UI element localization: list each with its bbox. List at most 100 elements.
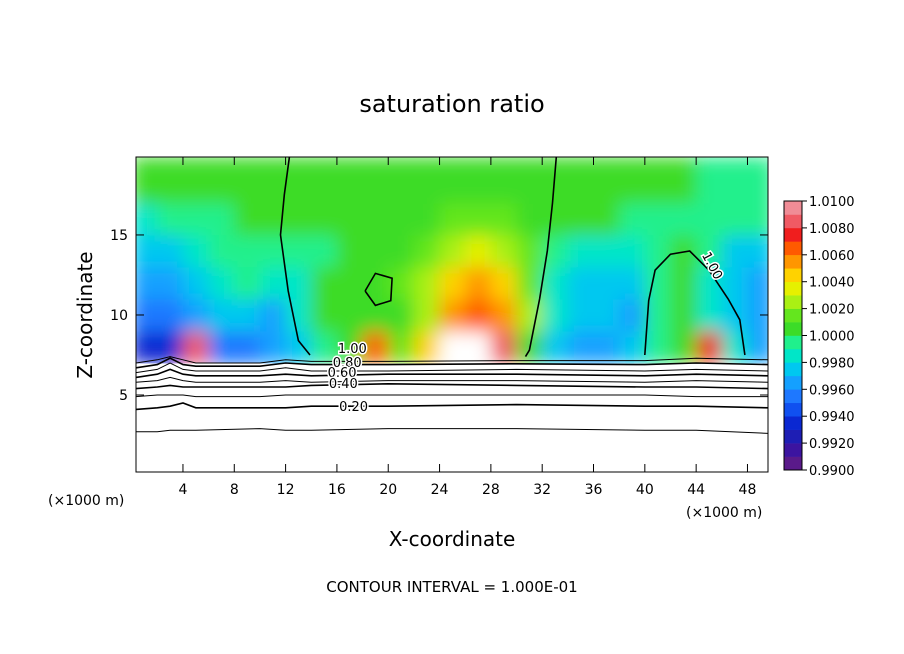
contour-line [136, 356, 768, 364]
colorbar-band [784, 456, 802, 471]
contour-line [644, 250, 746, 356]
field-cell [208, 298, 235, 332]
field-cell [208, 266, 235, 300]
field-cell [285, 234, 312, 268]
colorbar-band [784, 241, 802, 256]
field-cell [336, 266, 364, 300]
plot-frame [135, 156, 769, 473]
field-cell [157, 298, 184, 332]
field-cell [465, 298, 492, 332]
x-tick-label: 40 [636, 482, 654, 498]
field-cell [465, 234, 492, 268]
x-tick-label: 28 [482, 482, 500, 498]
field-cell [388, 202, 415, 236]
x-tick-label: 8 [230, 482, 239, 498]
field-cell [208, 234, 235, 268]
field-cell [362, 234, 389, 268]
field-cell [439, 157, 466, 204]
colorbar-band [784, 389, 802, 404]
colorbar-band [784, 429, 802, 444]
field-cell [516, 266, 543, 300]
x-tick-label: 4 [178, 482, 187, 498]
field-cell [644, 266, 671, 300]
colorbar-band [784, 214, 802, 229]
field-cell [259, 330, 287, 364]
field-cell [388, 298, 415, 332]
contour-line [136, 428, 768, 434]
field-cell [259, 266, 287, 300]
colorbar-band [784, 281, 802, 296]
field-cell [593, 266, 620, 300]
field-cell [670, 202, 697, 236]
field-cell [439, 266, 466, 300]
field-cell [136, 234, 158, 268]
x-tick-label: 16 [328, 482, 346, 498]
field-cell [182, 157, 210, 204]
field-cell [721, 157, 748, 204]
field-cell [336, 298, 364, 332]
colorbar-tick-label: 0.9900 [809, 464, 855, 479]
field-cell [593, 330, 620, 364]
field-cell [234, 298, 261, 332]
field-cell [516, 202, 543, 236]
field-cell [388, 234, 415, 268]
field-cell [336, 157, 364, 204]
footer-note: CONTOUR INTERVAL = 1.000E-01 [326, 578, 577, 596]
field-cell [362, 157, 389, 204]
field-cell [670, 298, 697, 332]
field-cell [413, 234, 441, 268]
field-cell [644, 234, 671, 268]
field-cell [439, 298, 466, 332]
field-cell [413, 157, 441, 204]
field-cell [542, 298, 569, 332]
colorbar-band [784, 322, 802, 336]
colorbar-band [784, 416, 802, 430]
field-cell [619, 234, 646, 268]
field-cell [490, 234, 518, 268]
x-axis-label: X-coordinate [389, 527, 516, 551]
x-tick-label: 32 [533, 482, 551, 498]
field-cell [285, 330, 312, 364]
field-cell [413, 202, 441, 236]
field-cell [567, 266, 595, 300]
field-cell [259, 157, 287, 204]
field-cell [182, 298, 210, 332]
contour-line [136, 357, 768, 369]
contour-line [136, 362, 768, 374]
colorbar-tick-label: 1.0100 [809, 195, 855, 210]
field-cell [234, 234, 261, 268]
x-tick-label: 12 [277, 482, 295, 498]
field-cell [285, 298, 312, 332]
field-cell [136, 202, 158, 236]
field-cell [157, 234, 184, 268]
field-cell [336, 234, 364, 268]
contour-line [136, 394, 768, 398]
field [136, 157, 768, 364]
field-cell [182, 234, 210, 268]
contour-line [136, 382, 768, 390]
colorbar-band [784, 295, 802, 309]
field-cell [136, 266, 158, 300]
colorbar-band [784, 335, 802, 350]
field-cell [490, 330, 518, 364]
field-cell [413, 266, 441, 300]
field-cell [490, 202, 518, 236]
contour-label: 1.00 [338, 342, 367, 357]
field-cell [542, 266, 569, 300]
field-cell [516, 157, 543, 204]
field-cell [567, 157, 595, 204]
field-cell [747, 202, 768, 236]
colorbar-tick-label: 1.0080 [809, 222, 855, 237]
field-cell [567, 202, 595, 236]
field-cell [567, 298, 595, 332]
colorbar-tick-label: 1.0000 [809, 330, 855, 345]
field-cell [465, 202, 492, 236]
field-cell [542, 330, 569, 364]
field-cell [644, 202, 671, 236]
field-cell [670, 266, 697, 300]
y-tick-label: 10 [110, 308, 128, 324]
field-cell [182, 330, 210, 364]
colorbar-band [784, 227, 802, 242]
contour-label: 0.60 [328, 366, 357, 381]
